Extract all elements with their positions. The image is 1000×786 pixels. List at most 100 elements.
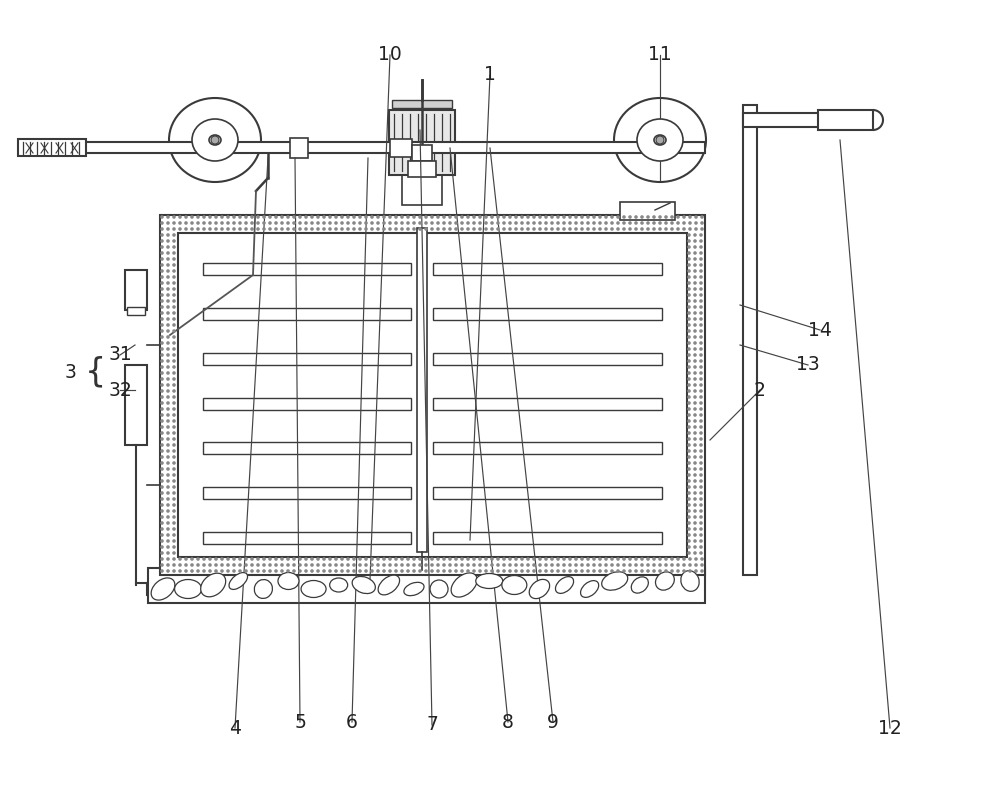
- Circle shape: [166, 521, 170, 525]
- Text: 9: 9: [547, 712, 559, 732]
- Circle shape: [304, 557, 308, 560]
- Circle shape: [160, 287, 164, 291]
- Circle shape: [382, 227, 386, 231]
- Circle shape: [412, 227, 416, 231]
- Ellipse shape: [175, 579, 202, 598]
- Circle shape: [687, 515, 691, 519]
- Ellipse shape: [278, 572, 299, 590]
- Circle shape: [268, 221, 272, 225]
- Bar: [160, 215, 705, 575]
- Circle shape: [532, 221, 536, 225]
- Circle shape: [172, 245, 176, 249]
- Circle shape: [610, 569, 614, 573]
- Circle shape: [664, 221, 668, 225]
- Text: 8: 8: [502, 712, 514, 732]
- Circle shape: [520, 557, 524, 560]
- Circle shape: [376, 564, 380, 567]
- Circle shape: [472, 215, 476, 219]
- Circle shape: [699, 377, 703, 380]
- Circle shape: [238, 227, 242, 231]
- Circle shape: [238, 215, 242, 219]
- Circle shape: [256, 227, 260, 231]
- Circle shape: [352, 564, 356, 567]
- Circle shape: [274, 215, 278, 219]
- Circle shape: [496, 557, 500, 560]
- Circle shape: [670, 227, 674, 231]
- Circle shape: [699, 479, 703, 483]
- Circle shape: [286, 221, 290, 225]
- Circle shape: [310, 221, 314, 225]
- Circle shape: [172, 371, 176, 375]
- Circle shape: [268, 227, 272, 231]
- Circle shape: [184, 221, 188, 225]
- Circle shape: [693, 365, 697, 369]
- Circle shape: [340, 227, 344, 231]
- Circle shape: [520, 569, 524, 573]
- Circle shape: [232, 227, 236, 231]
- Circle shape: [220, 221, 224, 225]
- Circle shape: [682, 557, 686, 560]
- Circle shape: [256, 221, 260, 225]
- Circle shape: [699, 299, 703, 303]
- Circle shape: [394, 569, 398, 573]
- Circle shape: [664, 227, 668, 231]
- Circle shape: [502, 227, 506, 231]
- Circle shape: [172, 455, 176, 459]
- Circle shape: [586, 557, 590, 560]
- Circle shape: [322, 557, 326, 560]
- Circle shape: [382, 221, 386, 225]
- Circle shape: [400, 215, 404, 219]
- Circle shape: [664, 569, 668, 573]
- Circle shape: [622, 564, 626, 567]
- Circle shape: [693, 311, 697, 315]
- Circle shape: [454, 569, 458, 573]
- Circle shape: [699, 335, 703, 339]
- Circle shape: [699, 365, 703, 369]
- Circle shape: [166, 461, 170, 465]
- Circle shape: [172, 252, 176, 255]
- Circle shape: [693, 389, 697, 393]
- Circle shape: [340, 569, 344, 573]
- Circle shape: [160, 461, 164, 465]
- Circle shape: [292, 221, 296, 225]
- Bar: [433, 353, 662, 365]
- Circle shape: [274, 221, 278, 225]
- Circle shape: [687, 281, 691, 285]
- Circle shape: [214, 569, 218, 573]
- Circle shape: [586, 221, 590, 225]
- Bar: [390, 139, 412, 157]
- Bar: [178, 233, 687, 557]
- Circle shape: [172, 341, 176, 345]
- Circle shape: [694, 557, 698, 560]
- Circle shape: [700, 221, 704, 225]
- Circle shape: [286, 569, 290, 573]
- Bar: [392, 100, 452, 108]
- Circle shape: [166, 221, 170, 225]
- Circle shape: [448, 557, 452, 560]
- Circle shape: [160, 564, 164, 567]
- Circle shape: [172, 293, 176, 297]
- Circle shape: [166, 293, 170, 297]
- Circle shape: [160, 515, 164, 519]
- Circle shape: [172, 227, 176, 231]
- Circle shape: [699, 425, 703, 429]
- Circle shape: [520, 564, 524, 567]
- Circle shape: [166, 263, 170, 266]
- Circle shape: [172, 443, 176, 446]
- Circle shape: [508, 221, 512, 225]
- Circle shape: [693, 299, 697, 303]
- Circle shape: [682, 564, 686, 567]
- Circle shape: [687, 263, 691, 266]
- Circle shape: [699, 432, 703, 435]
- Circle shape: [670, 557, 674, 560]
- Circle shape: [262, 564, 266, 567]
- Ellipse shape: [502, 575, 527, 594]
- Circle shape: [640, 557, 644, 560]
- Circle shape: [166, 485, 170, 489]
- Circle shape: [448, 215, 452, 219]
- Circle shape: [340, 221, 344, 225]
- Circle shape: [634, 564, 638, 567]
- Circle shape: [172, 473, 176, 477]
- Circle shape: [196, 569, 200, 573]
- Circle shape: [693, 413, 697, 417]
